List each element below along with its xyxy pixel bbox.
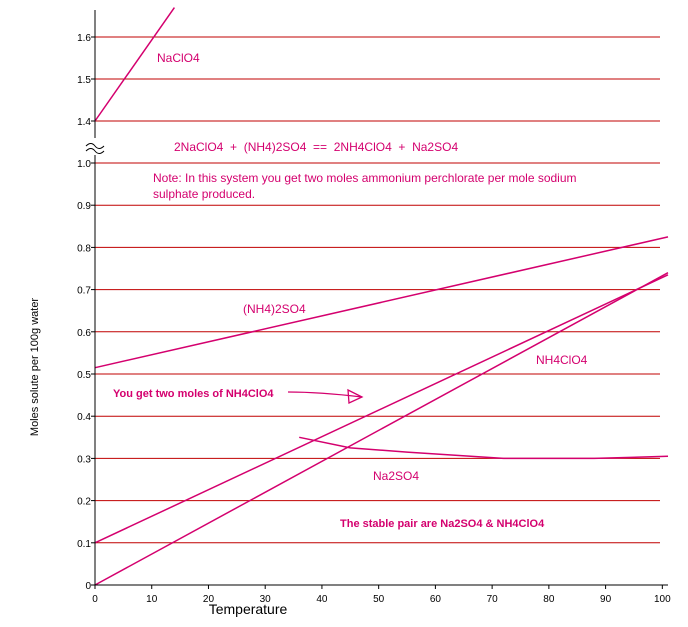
series-label-nh4clo4: NH4ClO4 (536, 353, 588, 367)
y-tick-label: 1.0 (77, 159, 91, 170)
series-line-unlabeled (94, 272, 669, 586)
y-tick-label: 0.7 (77, 286, 91, 297)
y-tick-label: 1.4 (77, 117, 91, 128)
x-tick-label: 0 (92, 594, 98, 605)
y-tick-label: 0.2 (77, 497, 91, 508)
note-line-2: sulphate produced. (153, 187, 255, 201)
series-line-na2so4 (299, 436, 669, 460)
x-tick-label: 40 (316, 594, 328, 605)
x-axis-title: Temperature (209, 601, 288, 617)
x-tick-label: 70 (487, 594, 499, 605)
y-tick-label: 0.6 (77, 328, 91, 339)
x-tick-label: 30 (260, 594, 272, 605)
x-tick-label: 100 (654, 594, 671, 605)
y-tick-label: 0.1 (77, 539, 91, 550)
x-tick-label: 60 (430, 594, 442, 605)
y-tick-label: 0.9 (77, 201, 91, 212)
series-line-nh4clo4 (94, 274, 669, 544)
x-tick-label: 10 (146, 594, 158, 605)
y-tick-label: 0.4 (77, 412, 91, 423)
x-tick-label: 50 (373, 594, 385, 605)
y-tick-label: 1.6 (77, 33, 91, 44)
x-ticks: 0 10 20 30 40 50 60 70 80 90 100 (92, 585, 671, 605)
y-tick-label: 0.8 (77, 243, 91, 254)
series-label-na2so4: Na2SO4 (373, 469, 419, 483)
series-label-nh42so4: (NH4)2SO4 (243, 302, 306, 316)
series-line-naclo4 (94, 7, 176, 122)
x-tick-label: 80 (543, 594, 555, 605)
annotation-arrow-icon (287, 388, 364, 404)
x-tick-label: 20 (203, 594, 215, 605)
series-line-nh42so4 (94, 236, 669, 369)
series-label-naclo4: NaClO4 (157, 51, 200, 65)
y-ticks: 0 0.1 0.2 0.3 0.4 0.5 0.6 0.7 0.8 0.9 1.0 1.4 1.5 1.6 (77, 33, 95, 592)
y-tick-label: 0.3 (77, 454, 91, 465)
series-lines (94, 7, 669, 586)
y-tick-label: 0 (85, 581, 91, 592)
note-line-1: Note: In this system you get two moles a… (153, 171, 577, 185)
axes (85, 10, 668, 586)
reaction-equation: 2NaClO4 + (NH4)2SO4 == 2NH4ClO4 + Na2SO4 (174, 140, 458, 154)
y-axis-title: Moles solute per 100g water (29, 298, 41, 437)
gridlines (95, 36, 660, 544)
y-tick-label: 0.5 (77, 370, 91, 381)
x-tick-label: 90 (600, 594, 612, 605)
two-moles-annotation: You get two moles of NH4ClO4 (113, 388, 274, 400)
stable-pair-annotation: The stable pair are Na2SO4 & NH4ClO4 (340, 518, 545, 530)
y-tick-label: 1.5 (77, 75, 91, 86)
axis-break-icon (85, 143, 105, 154)
